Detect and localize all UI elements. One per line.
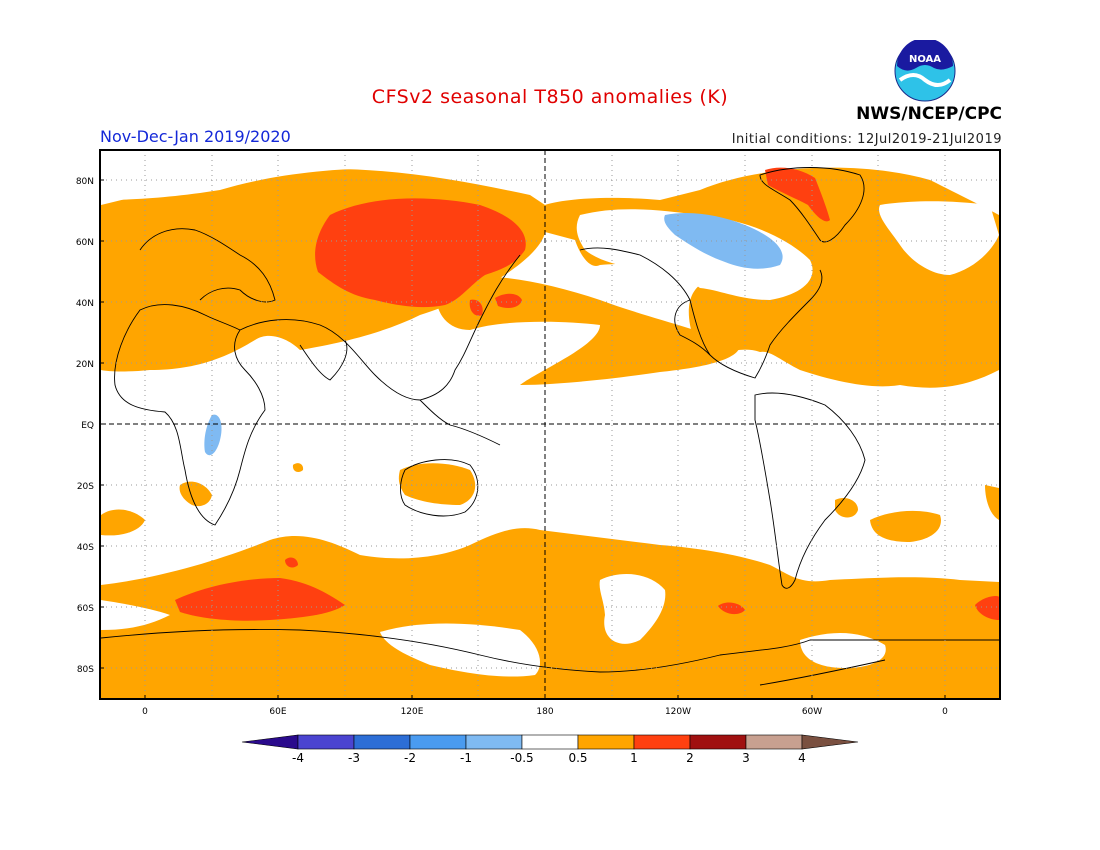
anomaly-region-canada-blue (664, 213, 783, 269)
colorbar-label: 1 (630, 751, 638, 765)
anomaly-region-japan-red (495, 293, 522, 308)
anomaly-region-natl-white (879, 201, 999, 275)
anomaly-region-se-atl-orange (985, 485, 999, 520)
anomaly-region-so-white-3 (800, 633, 886, 668)
colorbar-label: 4 (798, 751, 806, 765)
anomaly-region-so-white-4 (101, 600, 170, 630)
colorbar-max-arrow (801, 734, 859, 750)
lon-label: 60E (269, 707, 286, 717)
colorbar-segment (689, 734, 747, 750)
colorbar-label: -3 (348, 751, 360, 765)
colorbar-segment (297, 734, 355, 750)
anomaly-region-tropical-dot (292, 463, 304, 473)
anomaly-region-greenland-red (765, 167, 830, 222)
colorbar-label: 2 (686, 751, 694, 765)
lon-label: 120W (665, 707, 691, 717)
colorbar-label: 3 (742, 751, 750, 765)
lat-label: 60N (76, 238, 94, 248)
colorbar-segment (465, 734, 523, 750)
anomaly-region-so-red-4 (285, 557, 298, 568)
lon-label: 180 (536, 707, 553, 717)
colorbar-segment (633, 734, 691, 750)
colorbar-label: -4 (292, 751, 304, 765)
forecast-period: Nov-Dec-Jan 2019/2020 (100, 127, 291, 146)
map-fill-layer (101, 150, 999, 698)
lat-label: 60S (77, 604, 94, 614)
anomaly-region-so-red-1 (175, 578, 345, 621)
lat-label: 80N (76, 177, 94, 187)
lat-label: EQ (81, 421, 94, 431)
colorbar-segment (577, 734, 635, 750)
lon-label: 0 (142, 707, 148, 717)
lat-label: 20N (76, 360, 94, 370)
initial-conditions: Initial conditions: 12Jul2019-21Jul2019 (731, 132, 1002, 147)
lon-label: 120E (401, 707, 424, 717)
anomaly-region-so-red-2 (718, 602, 745, 615)
lat-label: 40S (77, 543, 94, 553)
coastlines (101, 167, 999, 686)
lat-label: 20S (77, 482, 94, 492)
anomaly-region-so-white-1 (599, 574, 666, 644)
colorbar-segment (745, 734, 803, 750)
colorbar-label: -0.5 (510, 751, 533, 765)
chart-title: CFSv2 seasonal T850 anomalies (K) (371, 86, 729, 108)
colorbar-segment (353, 734, 411, 750)
anomaly-region-satl-orange-2 (870, 510, 941, 542)
anomaly-region-siberia-red (315, 198, 526, 308)
colorbar-label: -2 (404, 751, 416, 765)
colorbar-segment (409, 734, 467, 750)
colorbar: -4 -3 -2 -1 -0.5 0.5 1 2 3 4 (241, 734, 859, 765)
anomaly-region-australia-orange (398, 463, 476, 505)
logo-text: NOAA (909, 54, 941, 65)
colorbar-label: -1 (460, 751, 472, 765)
anomaly-region-nh-red-small (469, 299, 483, 316)
lon-tick-labels: 0 60E 120E 180 120W 60W 0 (142, 695, 948, 717)
lon-label: 60W (802, 707, 822, 717)
noaa-logo: NOAA (894, 40, 956, 102)
agency-label: NWS/NCEP/CPC (856, 104, 1002, 124)
anomaly-region-saf-orange (179, 481, 212, 507)
anomaly-region-arctic-white (101, 150, 999, 200)
anomaly-region-satl-orange (101, 509, 145, 536)
anomaly-region-africa-blue (204, 414, 222, 456)
anomaly-region-southern-ocean-orange (101, 528, 999, 698)
colorbar-label: 0.5 (568, 751, 587, 765)
colorbar-segment (521, 734, 579, 750)
lon-label: 0 (942, 707, 948, 717)
colorbar-min-arrow (241, 734, 299, 750)
lat-tick-labels: 80N 60N 40N 20N EQ 20S 40S 60S 80S (76, 177, 104, 675)
lat-label: 80S (77, 665, 94, 675)
lat-label: 40N (76, 299, 94, 309)
anomaly-region-so-red-3 (975, 595, 999, 620)
